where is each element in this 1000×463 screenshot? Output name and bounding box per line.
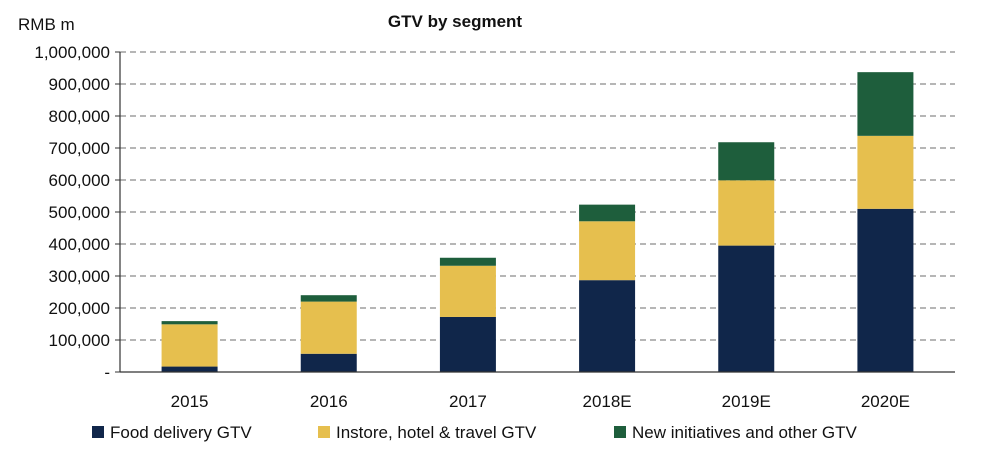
bar-segment-2018E-2 [579,204,636,222]
y-tick-label: - [104,363,110,382]
bar-segment-2015-1 [161,324,218,367]
bar-segment-2020E-2 [857,72,914,136]
y-tick-label: 800,000 [49,107,110,126]
bar-segment-2019E-1 [718,180,775,246]
bar-segment-2015-2 [161,321,218,325]
legend-label-2: New initiatives and other GTV [632,423,858,442]
legend-label-0: Food delivery GTV [110,423,252,442]
bar-segment-2019E-0 [718,245,775,372]
bar-segment-2019E-2 [718,142,775,181]
bar-segment-2018E-1 [579,221,636,281]
legend: Food delivery GTV Instore, hotel & travel… [92,423,858,442]
x-tick-label-2018E: 2018E [582,392,631,411]
y-tick-label: 100,000 [49,331,110,350]
bars [161,72,914,372]
x-tick-label-2017: 2017 [449,392,487,411]
y-tick-label: 200,000 [49,299,110,318]
axes: - 100,000 200,000 300,000 400,000 500,000 600,… [34,43,955,411]
bar-segment-2018E-0 [579,280,636,372]
chart-title: GTV by segment [388,12,522,31]
y-tick-label: 700,000 [49,139,110,158]
bar-segment-2015-0 [161,366,218,372]
gridlines [120,51,955,341]
bar-segment-2016-1 [300,301,357,354]
legend-swatch-0 [92,426,104,438]
bar-segment-2020E-1 [857,135,914,209]
y-tick-label: 400,000 [49,235,110,254]
bar-segment-2017-0 [439,316,496,372]
x-tick-label-2016: 2016 [310,392,348,411]
y-tick-label: 600,000 [49,171,110,190]
x-tick-label-2015: 2015 [171,392,209,411]
x-tick-label-2020E: 2020E [861,392,910,411]
bar-segment-2016-2 [300,295,357,302]
legend-swatch-1 [318,426,330,438]
bar-segment-2017-2 [439,257,496,266]
y-axis-unit-label: RMB m [18,15,75,34]
y-tick-label: 300,000 [49,267,110,286]
bar-segment-2020E-0 [857,208,914,372]
legend-label-1: Instore, hotel & travel GTV [336,423,537,442]
y-tick-label: 900,000 [49,75,110,94]
y-tick-label: 1,000,000 [34,43,110,62]
x-tick-label-2019E: 2019E [722,392,771,411]
y-tick-label: 500,000 [49,203,110,222]
bar-segment-2016-0 [300,353,357,372]
legend-swatch-2 [614,426,626,438]
bar-segment-2017-1 [439,265,496,317]
